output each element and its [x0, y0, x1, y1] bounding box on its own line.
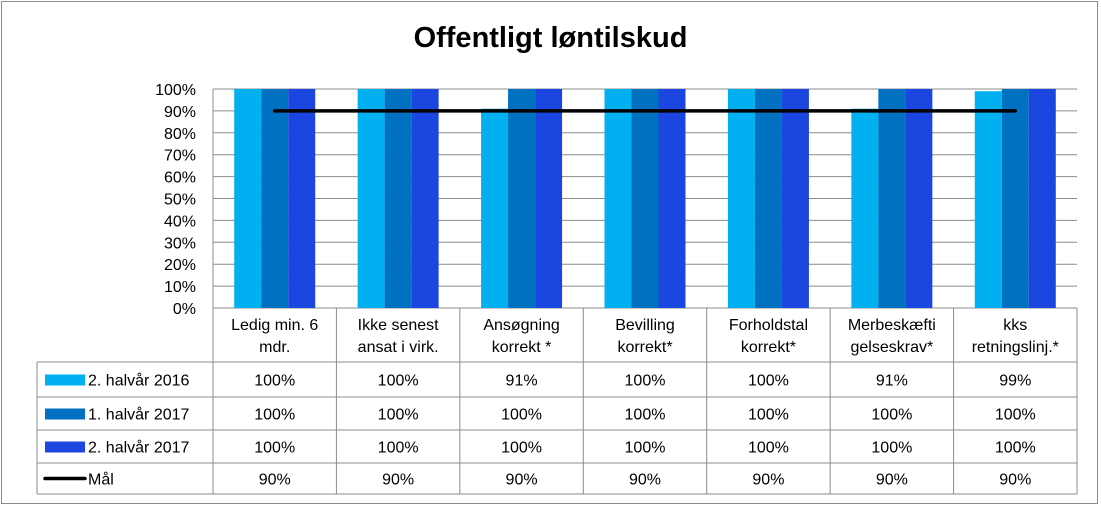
bar	[411, 89, 439, 308]
y-tick-label: 30%	[164, 235, 196, 252]
category-label: Bevilling	[615, 317, 675, 334]
y-tick-label: 90%	[164, 104, 196, 121]
category-label: Merbeskæfti	[848, 317, 936, 334]
data-label: 100%	[501, 440, 542, 457]
y-tick-label: 70%	[164, 148, 196, 165]
bar	[1001, 89, 1029, 308]
data-label: 90%	[876, 472, 908, 489]
bar	[851, 108, 879, 309]
y-tick-label: 40%	[164, 213, 196, 230]
category-label: mdr.	[259, 339, 290, 356]
bar	[905, 89, 933, 308]
bar	[481, 108, 509, 309]
data-label: 100%	[501, 407, 542, 424]
data-label: 90%	[752, 472, 784, 489]
category-label: Ikke senest	[358, 317, 439, 334]
y-tick-label: 100%	[155, 82, 196, 99]
category-label: retningslinj.*	[972, 339, 1059, 356]
data-label: 100%	[254, 440, 295, 457]
data-label: 100%	[748, 407, 789, 424]
data-label: 91%	[876, 373, 908, 390]
legend-label: 2. halvår 2017	[88, 439, 190, 457]
y-tick-label: 0%	[173, 301, 196, 318]
data-label: 100%	[254, 407, 295, 424]
y-tick-label: 20%	[164, 257, 196, 274]
data-label: 100%	[748, 373, 789, 390]
category-label: korrekt*	[741, 339, 796, 356]
bar	[727, 89, 755, 308]
data-label: 90%	[259, 472, 291, 489]
chart-title: Offentligt løntilskud	[413, 22, 688, 54]
data-label: 90%	[629, 472, 661, 489]
bar	[234, 89, 262, 308]
bar	[631, 89, 659, 308]
bar	[658, 89, 686, 308]
category-label: korrekt *	[492, 339, 552, 356]
legend-label: 2. halvår 2016	[88, 372, 190, 390]
data-label: 100%	[378, 373, 419, 390]
data-label: 100%	[748, 440, 789, 457]
bar	[974, 91, 1002, 308]
data-label: 100%	[625, 407, 666, 424]
data-label: 90%	[999, 472, 1031, 489]
data-label: 100%	[378, 440, 419, 457]
bar	[754, 89, 782, 308]
data-label: 90%	[382, 472, 414, 489]
bar	[384, 89, 412, 308]
category-label: Ansøgning	[483, 317, 560, 334]
y-tick-label: 60%	[164, 170, 196, 187]
bar	[357, 89, 385, 308]
bar	[878, 89, 906, 308]
data-label: 100%	[995, 440, 1036, 457]
bar	[261, 89, 289, 308]
bar	[1028, 89, 1056, 308]
data-label: 100%	[871, 407, 912, 424]
data-label: 100%	[625, 440, 666, 457]
data-label: 100%	[378, 407, 419, 424]
legend-key	[45, 374, 85, 386]
data-label: 100%	[254, 373, 295, 390]
legend-label: Mål	[88, 471, 114, 489]
bar	[535, 89, 563, 308]
bar	[781, 89, 809, 308]
category-label: Ledig min. 6	[231, 317, 318, 334]
data-label: 100%	[995, 407, 1036, 424]
data-label: 90%	[506, 472, 538, 489]
legend-label: 1. halvår 2017	[88, 406, 190, 424]
legend-key	[45, 408, 85, 420]
legend-key	[45, 441, 85, 453]
y-tick-label: 10%	[164, 279, 196, 296]
y-tick-label: 80%	[164, 126, 196, 143]
category-label: ansat i virk.	[358, 339, 439, 356]
data-label: 99%	[999, 373, 1031, 390]
category-label: korrekt*	[617, 339, 672, 356]
bar	[508, 89, 536, 308]
data-label: 100%	[625, 373, 666, 390]
category-label: Forholdstal	[729, 317, 808, 334]
bar	[288, 89, 316, 308]
bar	[604, 89, 632, 308]
data-label: 91%	[506, 373, 538, 390]
category-label: kks	[1003, 317, 1027, 334]
data-label: 100%	[871, 440, 912, 457]
y-tick-label: 50%	[164, 192, 196, 209]
category-label: gelseskrav*	[851, 339, 934, 356]
